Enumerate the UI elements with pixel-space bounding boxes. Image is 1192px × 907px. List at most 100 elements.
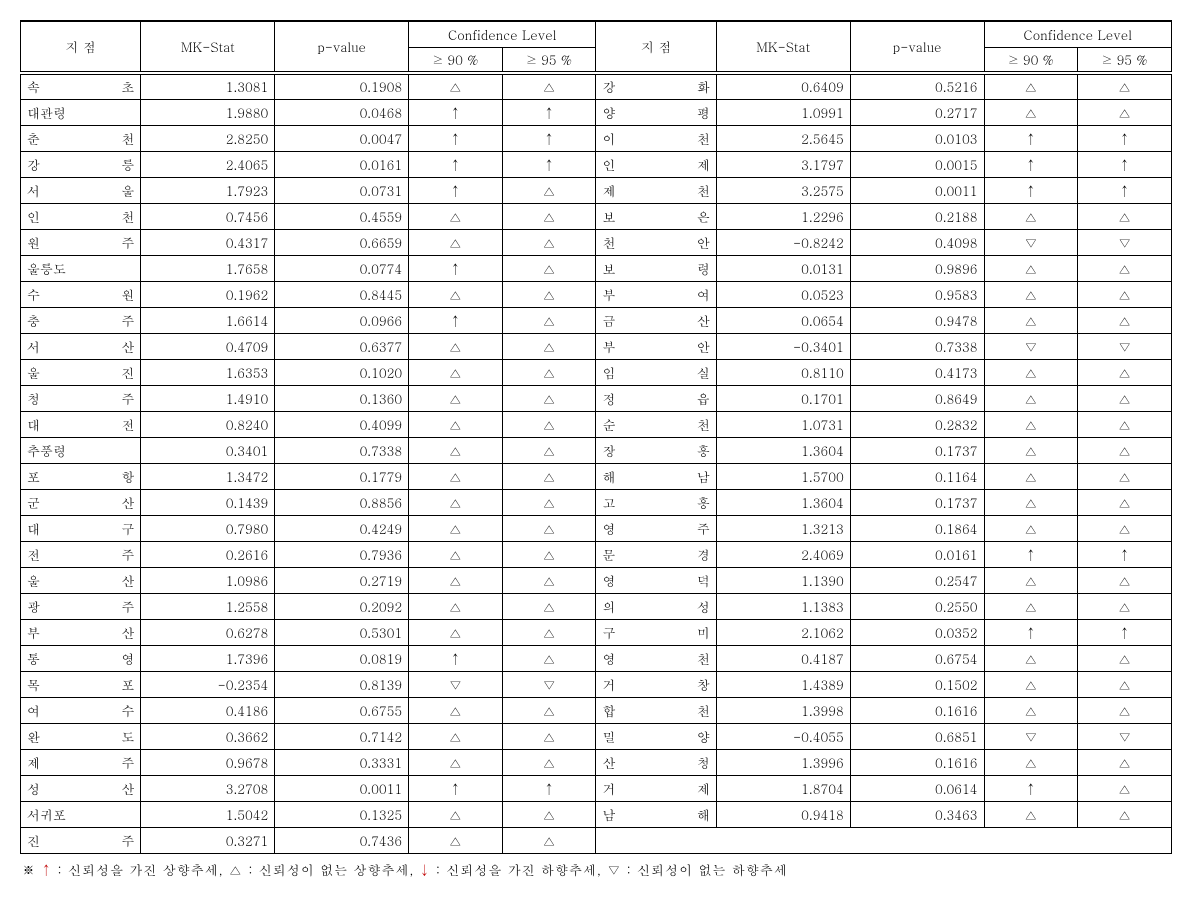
cell-conf90: △: [409, 827, 503, 853]
station-name: 부 안: [602, 337, 709, 356]
station-name: 대관령: [27, 103, 134, 122]
cell-conf95: ▽: [502, 671, 596, 697]
cell-conf95: ▽: [1078, 333, 1172, 359]
table-row: 여 수0.41860.6755△△합 천1.39980.1616△△: [21, 697, 1172, 723]
cell-conf95: △: [1078, 775, 1172, 801]
cell-mkstat: 2.1062: [716, 619, 850, 645]
cell-pvalue: 0.2719: [275, 567, 409, 593]
cell-conf90: △: [984, 307, 1078, 333]
cell-station: 남 해: [596, 801, 716, 827]
cell-conf95: △: [502, 333, 596, 359]
station-name: 양 평: [602, 103, 709, 122]
cell-station: 부 산: [21, 619, 141, 645]
cell-station: 금 산: [596, 307, 716, 333]
cell-pvalue: 0.0015: [850, 151, 984, 177]
cell-pvalue: 0.7338: [275, 437, 409, 463]
cell-pvalue: 0.6659: [275, 229, 409, 255]
col-conf90-left: ≥ 90 %: [409, 47, 503, 73]
cell-conf95: ↑: [502, 99, 596, 125]
station-name: 해 남: [602, 467, 709, 486]
col-station-right: 지 점: [596, 21, 716, 73]
table-row: 속 초1.30810.1908△△강 화0.64090.5216△△: [21, 73, 1172, 99]
cell-station: 영 주: [596, 515, 716, 541]
cell-mkstat: 3.2708: [141, 775, 275, 801]
cell-conf90: △: [409, 723, 503, 749]
cell-mkstat: 1.9880: [141, 99, 275, 125]
cell-station: 인 제: [596, 151, 716, 177]
cell-mkstat: 0.6278: [141, 619, 275, 645]
cell-conf95: △: [502, 411, 596, 437]
station-name: 구 미: [602, 623, 709, 642]
table-row: 춘 천2.82500.0047↑↑이 천2.56450.0103↑↑: [21, 125, 1172, 151]
cell-conf95: △: [1078, 203, 1172, 229]
cell-conf90: △: [984, 749, 1078, 775]
station-name: 제 주: [27, 753, 134, 772]
cell-pvalue: 0.0161: [275, 151, 409, 177]
cell-conf95: △: [1078, 671, 1172, 697]
table-row: 부 산0.62780.5301△△구 미2.10620.0352↑↑: [21, 619, 1172, 645]
cell-conf95: ↑: [1078, 125, 1172, 151]
cell-mkstat: 1.4389: [716, 671, 850, 697]
cell-pvalue: 0.0614: [850, 775, 984, 801]
cell-conf90: ↑: [409, 307, 503, 333]
table-row: 진 주0.32710.7436△△: [21, 827, 1172, 853]
cell-conf90: ▽: [984, 229, 1078, 255]
station-name: 장 흥: [602, 441, 709, 460]
cell-conf90: ↑: [409, 125, 503, 151]
station-name: 서 산: [27, 337, 134, 356]
cell-mkstat: 1.8704: [716, 775, 850, 801]
legend-prefix: ※: [22, 860, 41, 879]
station-name: 울 산: [27, 571, 134, 590]
cell-conf95: ↑: [1078, 151, 1172, 177]
cell-mkstat: -0.8242: [716, 229, 850, 255]
cell-conf95: ↑: [1078, 177, 1172, 203]
cell-mkstat: 1.7396: [141, 645, 275, 671]
cell-pvalue: 0.8139: [275, 671, 409, 697]
legend-down-sig-icon: ↓: [420, 860, 431, 879]
cell-mkstat: 0.0654: [716, 307, 850, 333]
cell-conf90: △: [984, 697, 1078, 723]
legend-footnote: ※ ↑ : 신뢰성을 가진 상향추세, △ : 신뢰성이 없는 상향추세, ↓ …: [20, 854, 1172, 879]
table-row: 울 산1.09860.2719△△영 덕1.13900.2547△△: [21, 567, 1172, 593]
cell-pvalue: 0.0352: [850, 619, 984, 645]
station-name: 영 천: [602, 649, 709, 668]
cell-mkstat: 0.3401: [141, 437, 275, 463]
cell-pvalue: 0.4249: [275, 515, 409, 541]
cell-conf95: ↑: [502, 151, 596, 177]
table-body: 속 초1.30810.1908△△강 화0.64090.5216△△ 대관령 1.9…: [21, 73, 1172, 853]
cell-pvalue: 0.2717: [850, 99, 984, 125]
station-name: 보 령: [602, 259, 709, 278]
cell-mkstat: 1.7658: [141, 255, 275, 281]
cell-station: 충 주: [21, 307, 141, 333]
legend-down-nosig-icon: ▽: [607, 860, 621, 879]
cell-conf90: △: [984, 593, 1078, 619]
cell-pvalue: 0.1360: [275, 385, 409, 411]
table-row: 대관령1.98800.0468↑↑양 평1.09910.2717△△: [21, 99, 1172, 125]
cell-conf90: ↑: [984, 177, 1078, 203]
cell-station: 양 평: [596, 99, 716, 125]
station-name: 통 영: [27, 649, 134, 668]
cell-station: 의 성: [596, 593, 716, 619]
cell-mkstat: -0.2354: [141, 671, 275, 697]
cell-mkstat: 0.1962: [141, 281, 275, 307]
cell-mkstat: 0.3662: [141, 723, 275, 749]
cell-mkstat: 1.4910: [141, 385, 275, 411]
table-row: 서귀포1.50420.1325△△남 해0.94180.3463△△: [21, 801, 1172, 827]
station-name: 산 청: [602, 753, 709, 772]
station-name: 부 여: [602, 285, 709, 304]
cell-conf95: △: [1078, 515, 1172, 541]
station-name: 거 창: [602, 675, 709, 694]
cell-station: 영 덕: [596, 567, 716, 593]
cell-station: 속 초: [21, 73, 141, 99]
cell-station: 포 항: [21, 463, 141, 489]
station-name: 거 제: [602, 779, 709, 798]
col-conf-left: Confidence Level: [409, 21, 596, 47]
cell-conf95: ↑: [502, 125, 596, 151]
cell-pvalue: 0.5301: [275, 619, 409, 645]
cell-station: 서 산: [21, 333, 141, 359]
cell-station: 수 원: [21, 281, 141, 307]
table-row: 청 주1.49100.1360△△정 읍0.17010.8649△△: [21, 385, 1172, 411]
station-name: 순 천: [602, 415, 709, 434]
cell-pvalue: 0.1325: [275, 801, 409, 827]
cell-mkstat: 1.0731: [716, 411, 850, 437]
